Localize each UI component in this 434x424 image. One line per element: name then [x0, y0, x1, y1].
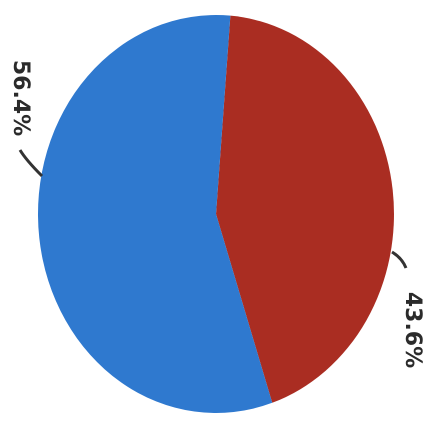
data-label: 43.6% — [400, 292, 425, 368]
data-label: 56.4% — [8, 60, 33, 136]
leader-line — [391, 250, 408, 269]
leader-line — [18, 149, 44, 178]
pie-slice-43-6pct — [216, 15, 394, 403]
pie-slice-56-4pct — [37, 14, 273, 413]
